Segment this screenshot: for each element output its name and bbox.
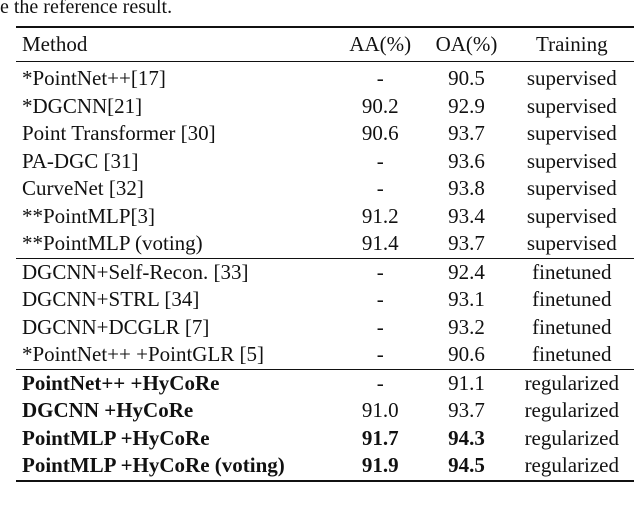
cell-method: PointMLP +HyCoRe	[22, 425, 210, 450]
cell-aa: 90.2	[361, 93, 399, 118]
cell-oa: 93.8	[448, 176, 485, 200]
table-row: DGCNN+Self-Recon. [33] - 92.4 finetuned	[16, 257, 634, 286]
cell-oa: 90.5	[423, 61, 510, 93]
cell-oa: 93.1	[448, 287, 485, 311]
cell-aa: -	[376, 342, 384, 366]
cell-method: CurveNet [32]	[22, 176, 144, 200]
cell-training: supervised	[526, 93, 617, 118]
table-row: *PointNet++ +PointGLR [5] - 90.6 finetun…	[16, 341, 634, 369]
supervised-group: *PointNet++[17] - 90.5 supervised *DGCNN…	[16, 61, 634, 259]
finetuned-group: DGCNN+Self-Recon. [33] - 92.4 finetuned …	[16, 257, 634, 369]
cell-method: PA-DGC [31]	[22, 148, 139, 173]
cell-method: DGCNN+Self-Recon. [33]	[16, 257, 338, 286]
cell-aa: -	[376, 314, 384, 339]
cell-oa: 92.4	[423, 257, 510, 286]
cell-method: **PointMLP (voting)	[22, 231, 203, 255]
table-row: DGCNN+DCGLR [7] - 93.2 finetuned	[16, 314, 634, 342]
cell-oa: 94.3	[448, 425, 485, 450]
cell-method: DGCNN +HyCoRe	[22, 398, 194, 422]
cell-oa: 90.6	[448, 342, 485, 366]
cell-method: PointNet++ +HyCoRe	[16, 368, 338, 397]
cell-oa: 93.7	[448, 398, 485, 422]
cell-method: *PointNet++[17]	[16, 61, 338, 93]
cell-oa: 91.1	[423, 368, 510, 397]
header-oa: OA(%)	[423, 26, 510, 62]
cell-training: supervised	[526, 203, 617, 228]
table-row: **PointMLP[3] 91.2 93.4 supervised	[16, 203, 634, 231]
header-training: Training	[509, 26, 634, 62]
cell-method: DGCNN+STRL [34]	[22, 287, 200, 311]
header-method: Method	[16, 26, 338, 62]
cell-aa: 91.9	[337, 452, 424, 482]
table-row: PointMLP +HyCoRe 91.7 94.3 regularized	[16, 425, 634, 453]
table-row: PointNet++ +HyCoRe - 91.1 regularized	[16, 368, 634, 397]
cell-method: *DGCNN[21]	[22, 93, 143, 118]
cell-training: supervised	[509, 61, 634, 93]
cell-aa: -	[337, 257, 424, 286]
cell-training: regularized	[509, 368, 634, 397]
cell-training: supervised	[526, 176, 617, 200]
table-row: Point Transformer [30] 90.6 93.7 supervi…	[16, 120, 634, 148]
header-aa: AA(%)	[337, 26, 424, 62]
table-row: DGCNN +HyCoRe 91.0 93.7 regularized	[16, 397, 634, 425]
cell-training: finetuned	[509, 257, 634, 286]
cell-training: supervised	[526, 121, 617, 145]
cell-training: finetuned	[532, 287, 612, 311]
cell-training: supervised	[526, 148, 617, 173]
cell-oa: 93.7	[448, 231, 485, 255]
cell-aa: 90.6	[361, 121, 399, 145]
cell-method: *PointNet++ +PointGLR [5]	[22, 342, 265, 366]
table-row: CurveNet [32] - 93.8 supervised	[16, 175, 634, 203]
caption-text: e the reference result.	[0, 0, 173, 18]
table-row: **PointMLP (voting) 91.4 93.7 supervised	[16, 230, 634, 258]
table-row: DGCNN+STRL [34] - 93.1 finetuned	[16, 286, 634, 314]
table-row: *PointNet++[17] - 90.5 supervised	[16, 61, 634, 93]
table-row: PA-DGC [31] - 93.6 supervised	[16, 148, 634, 176]
cell-aa: 91.7	[361, 425, 399, 450]
cell-training: regularized	[524, 425, 620, 450]
results-table: Method AA(%) OA(%) Training *PointNet++[…	[16, 26, 634, 482]
regularized-group: PointNet++ +HyCoRe - 91.1 regularized DG…	[16, 368, 634, 482]
cell-aa: 91.4	[361, 231, 399, 255]
cell-training: finetuned	[532, 342, 612, 366]
cell-method: Point Transformer [30]	[22, 121, 216, 145]
cell-oa: 93.7	[448, 121, 485, 145]
cell-aa: -	[376, 287, 384, 311]
table-row: PointMLP +HyCoRe (voting) 91.9 94.5 regu…	[16, 452, 634, 482]
cell-aa: -	[376, 148, 384, 173]
cell-method: PointMLP +HyCoRe (voting)	[16, 452, 338, 482]
cell-training: supervised	[526, 231, 617, 255]
cell-oa: 93.4	[448, 203, 485, 228]
table-row: *DGCNN[21] 90.2 92.9 supervised	[16, 93, 634, 121]
cell-method: **PointMLP[3]	[22, 203, 156, 228]
cell-aa: -	[337, 368, 424, 397]
cell-aa: 91.0	[361, 398, 399, 422]
cell-aa: -	[376, 176, 384, 200]
header-row: Method AA(%) OA(%) Training	[16, 26, 634, 62]
cell-training: regularized	[524, 398, 620, 422]
cell-training: regularized	[509, 452, 634, 482]
cell-aa: 91.2	[361, 203, 399, 228]
cell-method: DGCNN+DCGLR [7]	[22, 314, 210, 339]
cell-oa: 94.5	[423, 452, 510, 482]
cell-oa: 93.2	[448, 314, 485, 339]
cell-oa: 92.9	[448, 93, 485, 118]
cell-oa: 93.6	[448, 148, 485, 173]
cell-training: finetuned	[532, 314, 612, 339]
cell-aa: -	[337, 61, 424, 93]
